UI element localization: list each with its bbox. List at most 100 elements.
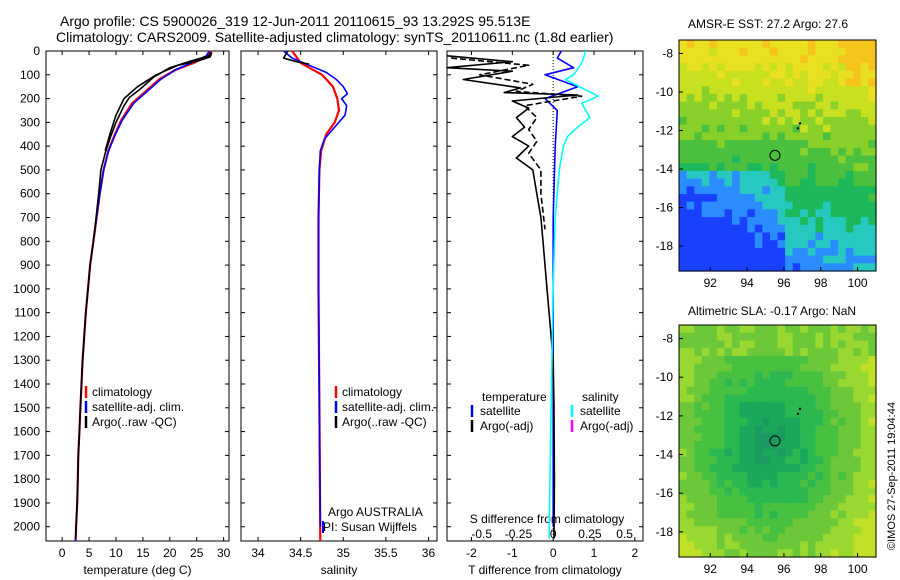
map-cell	[785, 240, 794, 249]
map-cell	[853, 441, 862, 450]
map-cell	[777, 209, 786, 218]
map-cell	[732, 487, 741, 496]
map-cell	[709, 163, 718, 172]
map-cell	[709, 394, 718, 403]
map-cell	[845, 541, 854, 550]
map-cell	[701, 255, 710, 264]
map-cell	[777, 101, 786, 110]
map-cell	[807, 479, 816, 488]
map-cell	[754, 263, 763, 272]
map-cell	[716, 526, 726, 535]
map-cell	[732, 40, 741, 49]
salinity-xtick-label: 36	[422, 546, 436, 560]
map-cell	[807, 101, 816, 110]
map-cell	[709, 40, 718, 49]
map-cell	[807, 178, 816, 187]
map-cell	[860, 40, 869, 49]
map-cell	[762, 186, 771, 195]
map-cell	[754, 217, 763, 226]
map-cell	[853, 178, 862, 187]
map-cell	[823, 425, 832, 434]
map-cell	[807, 464, 816, 473]
map-cell	[762, 209, 771, 218]
map-cell	[716, 40, 726, 49]
sst-map-title: AMSR-E SST: 27.2 Argo: 27.6	[688, 17, 849, 31]
map-cell	[792, 78, 801, 87]
map-cell	[686, 371, 695, 380]
map-cell	[853, 247, 862, 257]
map-cell	[853, 386, 862, 396]
map-cell	[815, 502, 824, 512]
map-cell	[769, 70, 779, 80]
map-cell	[845, 332, 854, 341]
map-cell	[853, 147, 862, 157]
map-cell	[724, 55, 733, 64]
map-cell	[868, 325, 877, 334]
map-cell	[747, 386, 756, 396]
map-cell	[724, 386, 733, 396]
map-cell	[845, 371, 854, 380]
map-cell	[769, 124, 779, 133]
map-cell	[747, 441, 756, 450]
map-cell	[807, 40, 816, 49]
map-cell	[860, 93, 869, 103]
map-cell	[838, 132, 847, 141]
map-cell	[716, 502, 726, 512]
map-cell	[762, 47, 771, 56]
map-cell	[732, 394, 741, 403]
map-cell	[807, 371, 816, 380]
map-cell	[701, 78, 710, 87]
map-cell	[845, 224, 854, 234]
map-cell	[830, 502, 839, 512]
map-cell	[815, 101, 824, 110]
map-cell	[853, 510, 862, 519]
map-cell	[769, 487, 779, 496]
map-cell	[792, 355, 801, 365]
map-cell	[792, 40, 801, 49]
map-cell	[769, 178, 779, 187]
map-cell	[686, 510, 695, 519]
temperature-legend-label: satellite-adj. clim.	[92, 400, 184, 414]
map-cell	[860, 240, 869, 249]
map-cell	[815, 433, 824, 442]
map-cell	[701, 186, 710, 195]
map-cell	[807, 78, 816, 87]
map-cell	[694, 163, 703, 172]
map-cell	[724, 363, 733, 372]
map-cell	[686, 363, 695, 372]
map-cell	[853, 194, 862, 203]
map-cell	[762, 510, 771, 519]
map-cell	[732, 425, 741, 434]
map-cell	[701, 155, 710, 164]
map-cell	[777, 117, 786, 126]
map-cell	[785, 487, 794, 496]
argo-program-label: Argo AUSTRALIA	[328, 505, 423, 519]
map-cell	[724, 201, 733, 210]
temperature-series-line	[74, 51, 212, 539]
map-cell	[747, 340, 756, 349]
map-cell	[701, 47, 710, 56]
map-cell	[754, 502, 763, 512]
map-cell	[815, 132, 824, 141]
map-cell	[686, 541, 695, 550]
map-cell	[762, 147, 771, 157]
map-cell	[823, 194, 832, 203]
map-cell	[716, 194, 726, 203]
map-cell	[679, 325, 688, 334]
map-cell	[679, 47, 688, 56]
map-cell	[823, 541, 832, 550]
map-cell	[686, 201, 695, 210]
map-cell	[800, 194, 809, 203]
map-cell	[739, 140, 748, 149]
map-cell	[792, 147, 801, 157]
map-cell	[830, 78, 839, 87]
map-cell	[694, 240, 703, 249]
map-cell	[785, 255, 794, 264]
map-cell	[724, 194, 733, 203]
map-cell	[792, 417, 801, 427]
map-cell	[860, 140, 869, 149]
map-cell	[800, 163, 809, 172]
map-cell	[769, 456, 779, 465]
map-cell	[747, 394, 756, 403]
map-cell	[830, 163, 839, 172]
